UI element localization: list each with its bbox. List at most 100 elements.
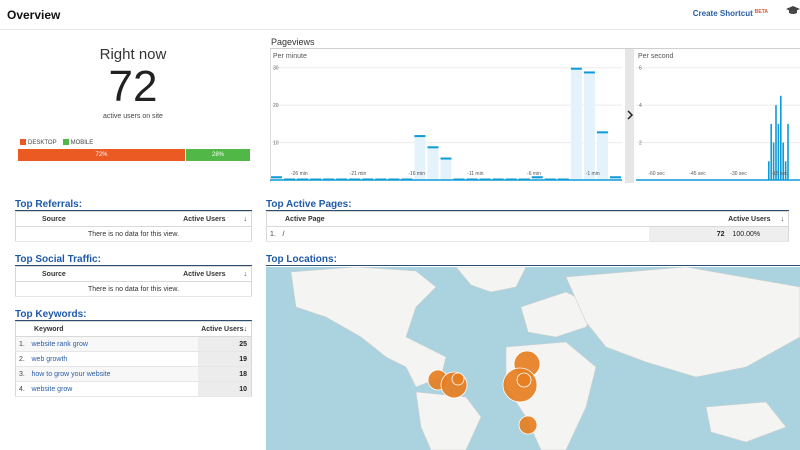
column-active-users[interactable]: Active Users↓ xyxy=(115,211,252,227)
top-keywords-rule xyxy=(15,320,252,321)
table-row: 3. how to grow your website 18 xyxy=(15,366,252,382)
row-users: 18 xyxy=(197,366,252,382)
bar-top xyxy=(427,146,439,149)
top-referrals-rule xyxy=(15,210,252,211)
column-keyword[interactable]: Keyword xyxy=(15,321,198,337)
bar-top xyxy=(570,67,582,70)
top-keywords-title: Top Keywords: xyxy=(15,309,87,320)
device-legend: DESKTOP MOBILE xyxy=(20,139,93,146)
location-bubble xyxy=(451,372,465,386)
x-tick-label: -16 min xyxy=(408,171,425,177)
top-pages-table: Active Page Active Users ↓ 1. / 72 100.00… xyxy=(266,211,789,242)
x-tick-label: -6 min xyxy=(527,171,541,177)
column-source[interactable]: Source xyxy=(15,266,116,282)
top-social-rule xyxy=(15,265,252,266)
bar xyxy=(784,161,787,180)
bar-fill xyxy=(596,131,608,180)
pageviews-divider xyxy=(270,48,800,49)
top-keywords-table: Keyword Active Users↓ 1. website rank gro… xyxy=(15,321,252,397)
bar-fill xyxy=(440,157,452,180)
keyword-link[interactable]: website rank grow xyxy=(31,336,198,352)
table-row: 2. web growth 19 xyxy=(15,351,252,367)
desktop-swatch xyxy=(20,139,26,145)
row-number: 1. xyxy=(15,336,32,352)
beta-badge: BETA xyxy=(754,9,768,15)
bar-top xyxy=(531,176,543,179)
keyword-link[interactable]: web growth xyxy=(31,351,198,367)
chart-collapse-handle[interactable] xyxy=(625,49,634,183)
column-active-users[interactable]: Active Users↓ xyxy=(197,321,252,337)
keyword-link[interactable]: how to grow your website xyxy=(31,366,198,382)
bar-top xyxy=(440,157,452,160)
bar-fill xyxy=(414,135,426,180)
create-shortcut-link[interactable]: Create Shortcut BETA xyxy=(693,9,768,18)
column-active-users[interactable]: Active Users↓ xyxy=(115,266,252,282)
y-tick-label: 4 xyxy=(639,103,642,109)
asia-shape xyxy=(565,267,800,378)
row-number: 3. xyxy=(15,366,32,382)
page-path-link[interactable]: / xyxy=(282,226,649,242)
row-number: 2. xyxy=(15,351,32,367)
device-split-bar: 72% 28% xyxy=(18,149,250,161)
sort-arrow-icon: ↓ xyxy=(243,325,248,333)
per-minute-label: Per minute xyxy=(273,53,307,60)
x-tick-label: -11 min xyxy=(467,171,484,177)
bar xyxy=(768,161,770,180)
bar-top xyxy=(609,176,621,179)
bar-top xyxy=(414,135,426,138)
y-tick-label: 30 xyxy=(273,66,279,72)
australia-shape xyxy=(705,401,787,443)
row-users: 72 xyxy=(648,226,729,242)
mobile-segment: 28% xyxy=(185,149,250,161)
world-map-svg xyxy=(290,267,800,450)
top-locations-title: Top Locations: xyxy=(266,254,337,265)
top-locations-rule xyxy=(266,265,800,266)
row-users: 10 xyxy=(197,381,252,397)
y-tick-label: 10 xyxy=(273,141,279,147)
bar xyxy=(782,142,784,180)
column-active-users[interactable]: Active Users↓ xyxy=(648,211,789,227)
create-shortcut-label: Create Shortcut xyxy=(692,9,753,18)
keyword-link[interactable]: website grow xyxy=(31,381,198,397)
right-now-title: Right now xyxy=(99,46,167,63)
x-tick-label: -1 min xyxy=(586,171,600,177)
top-pages-rule xyxy=(266,210,789,211)
bar-top xyxy=(583,71,595,74)
page-title: Overview xyxy=(7,8,61,22)
row-percent: 100.00% xyxy=(728,226,789,242)
bar-fill xyxy=(570,67,582,180)
top-social-title: Top Social Traffic: xyxy=(15,254,101,265)
greenland-shape xyxy=(455,267,527,293)
bar-fill xyxy=(583,71,595,180)
bar xyxy=(772,142,775,180)
y-tick-label: 6 xyxy=(639,66,642,72)
world-map[interactable] xyxy=(266,267,800,450)
table-row: 1. / 72 100.00% xyxy=(266,226,789,242)
europe-shape xyxy=(520,291,597,338)
bar xyxy=(780,95,782,180)
x-tick-label: -45 sec xyxy=(689,171,706,177)
column-source[interactable]: Source xyxy=(15,211,116,227)
legend-mobile: MOBILE xyxy=(62,139,93,146)
location-bubble xyxy=(518,415,538,435)
row-number: 4. xyxy=(15,381,32,397)
per-second-label: Per second xyxy=(638,53,674,60)
row-number: 1. xyxy=(266,226,283,242)
bar-fill xyxy=(427,146,439,180)
top-pages-title: Top Active Pages: xyxy=(266,199,352,210)
row-users: 19 xyxy=(197,351,252,367)
x-tick-label: -26 min xyxy=(291,171,308,177)
top-referrals-title: Top Referrals: xyxy=(15,199,83,210)
graduation-cap-icon[interactable] xyxy=(786,5,800,15)
y-tick-label: 20 xyxy=(273,103,279,109)
top-bar xyxy=(0,0,800,30)
bar xyxy=(775,105,777,180)
column-active-page[interactable]: Active Page xyxy=(266,211,649,227)
x-tick-label: -60 sec xyxy=(648,171,665,177)
desktop-segment: 72% xyxy=(18,149,186,161)
x-tick-label: -30 sec xyxy=(730,171,747,177)
table-row: 4. website grow 10 xyxy=(15,381,252,397)
bar-top xyxy=(271,176,283,179)
sort-arrow-icon: ↓ xyxy=(243,215,248,223)
active-users-count: 72 xyxy=(108,62,158,111)
